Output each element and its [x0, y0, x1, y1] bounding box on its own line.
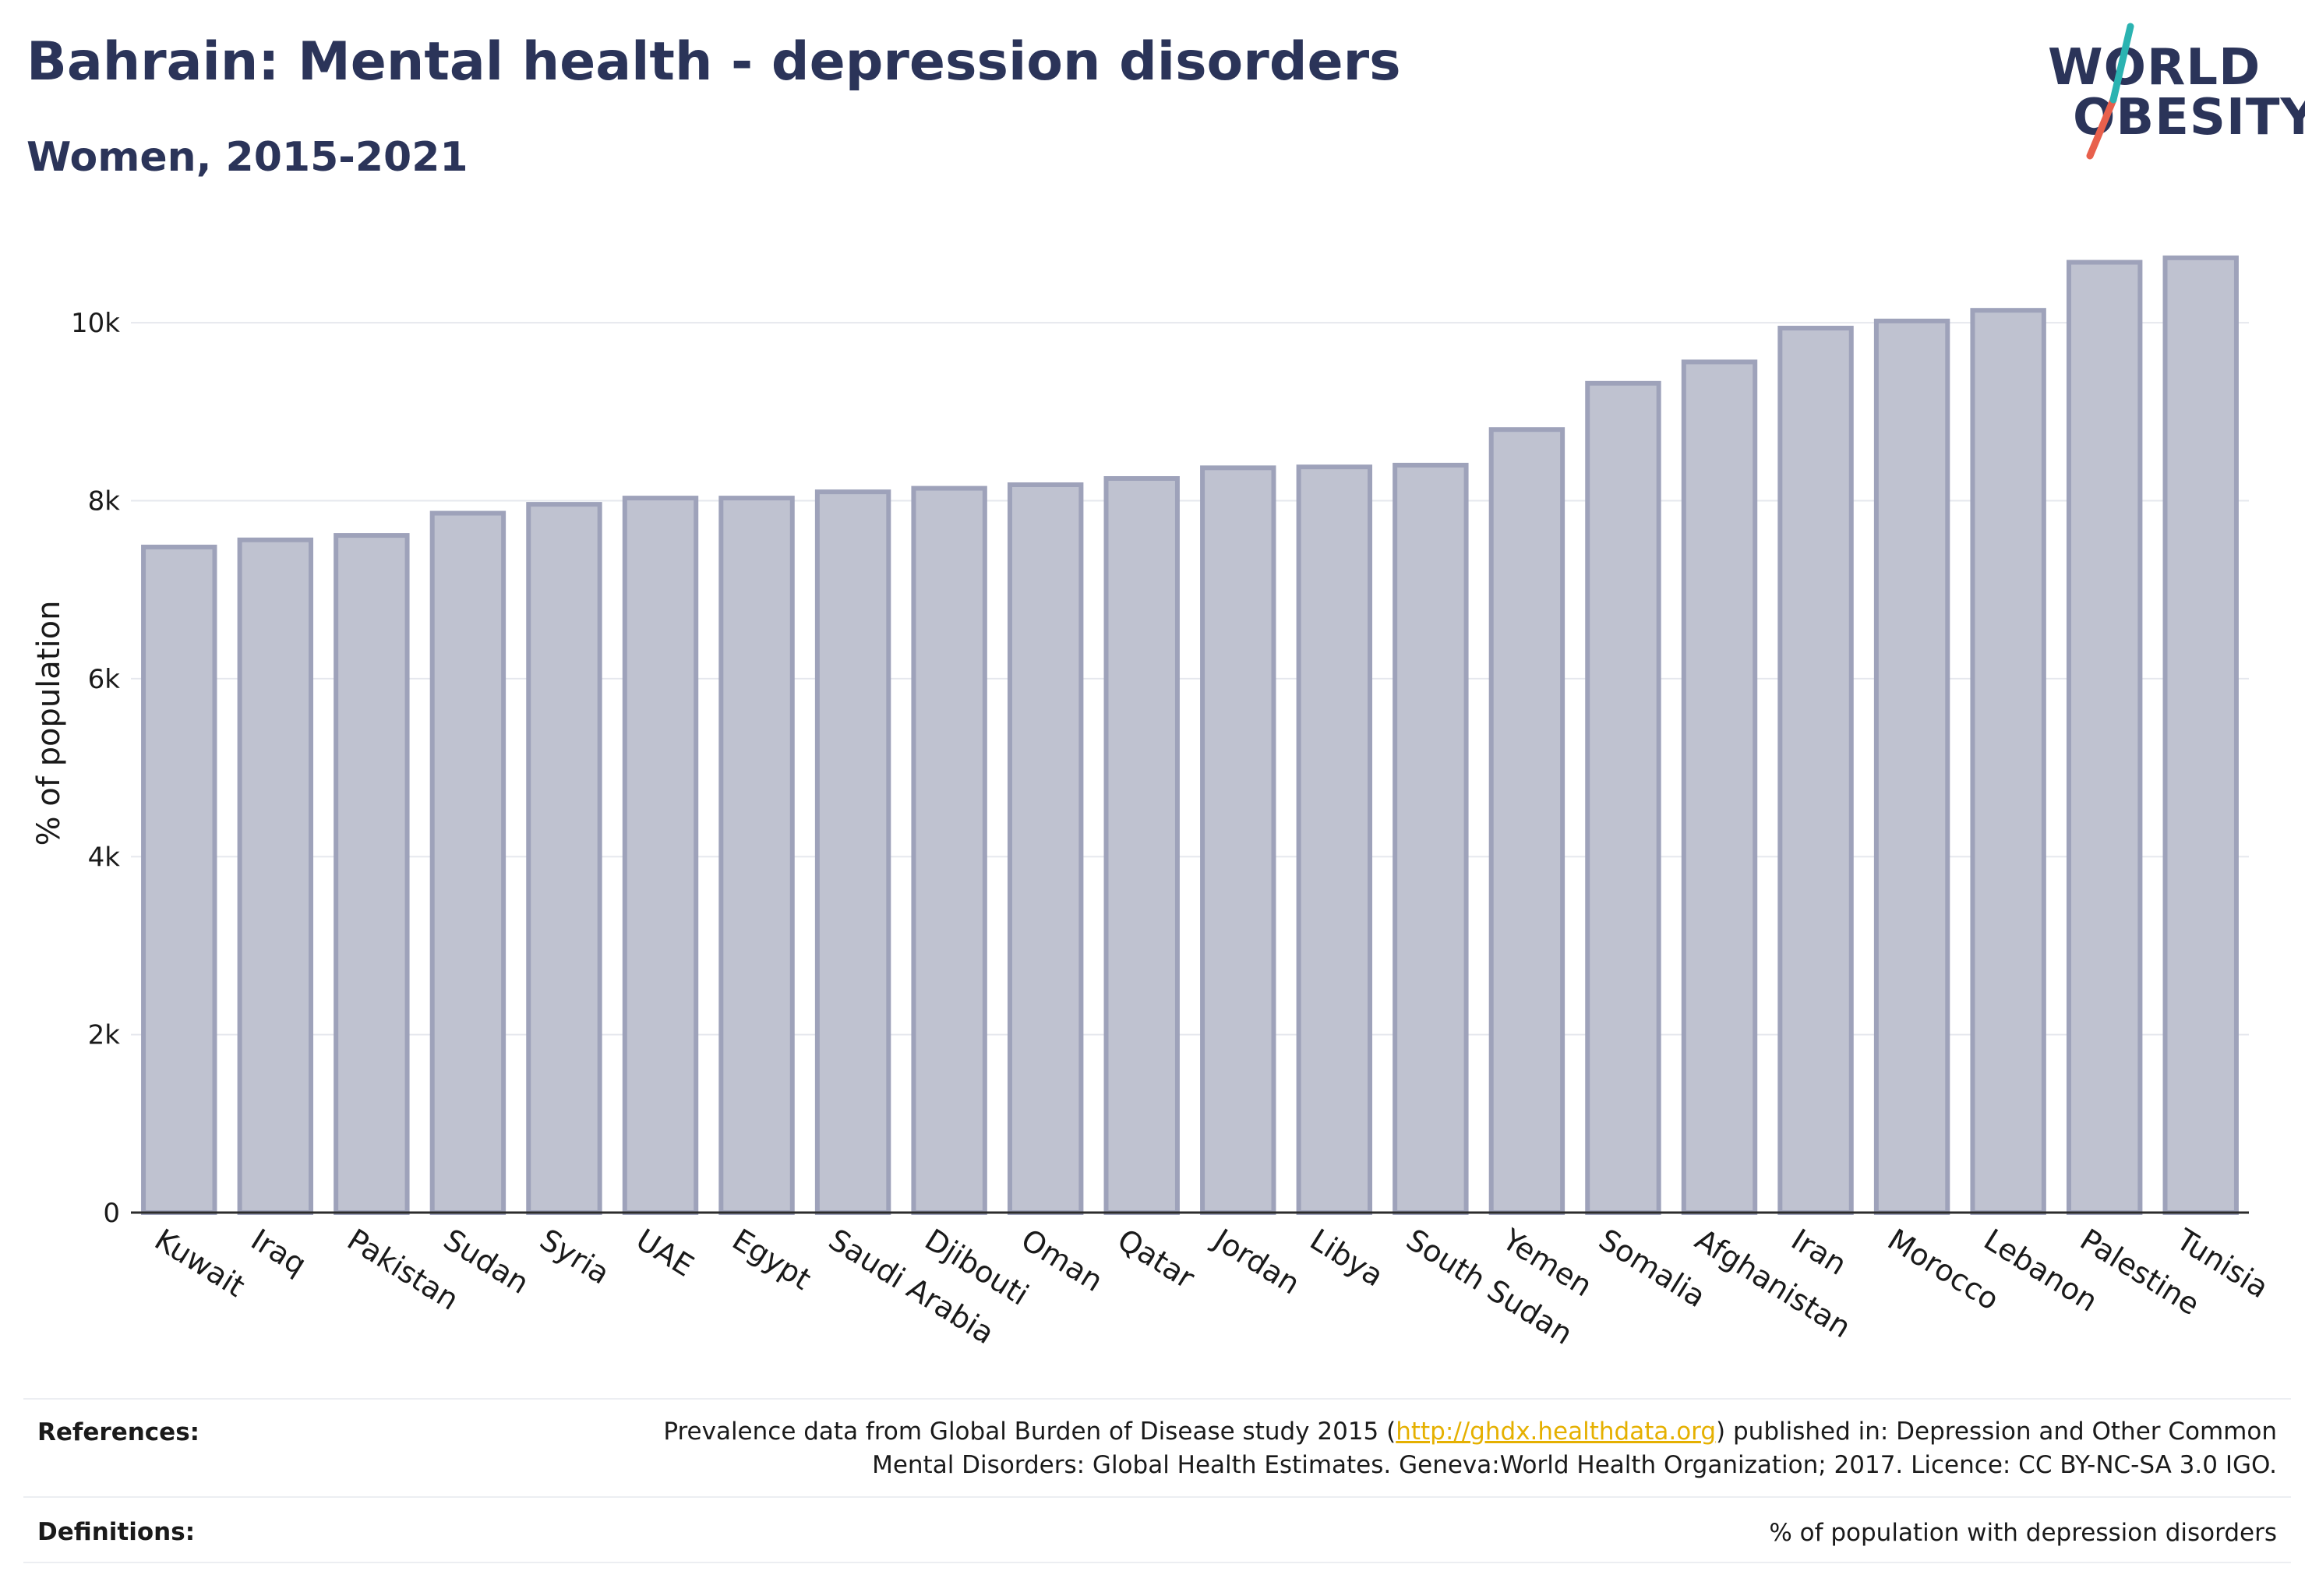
- references-line2: Mental Disorders: Global Health Estimate…: [872, 1451, 2277, 1479]
- bar-iran[interactable]: [1777, 326, 1854, 1216]
- bar-palestine[interactable]: [2066, 260, 2143, 1215]
- bar-pakistan[interactable]: [334, 533, 410, 1215]
- references-label: References:: [37, 1418, 200, 1446]
- footer-divider-middle: [23, 1496, 2291, 1498]
- bar-iraq[interactable]: [237, 537, 314, 1215]
- definitions-label: Definitions:: [37, 1518, 196, 1546]
- footer-divider-bottom: [23, 1562, 2291, 1563]
- bar-yemen[interactable]: [1488, 427, 1565, 1215]
- bar-djibouti[interactable]: [911, 486, 987, 1215]
- x-tick-label: Iran: [1785, 1222, 1852, 1282]
- x-tick-label: Egypt: [726, 1222, 817, 1296]
- bar-kuwait[interactable]: [141, 544, 217, 1216]
- y-tick-label: 2k: [88, 1020, 121, 1051]
- x-tick-label: Kuwait: [149, 1222, 251, 1304]
- logo-slash-icon: [2086, 23, 2134, 160]
- definitions-text: % of population with depression disorder…: [1769, 1519, 2277, 1547]
- x-tick-label: Qatar: [1111, 1222, 1200, 1295]
- references-line1: Prevalence data from Global Burden of Di…: [663, 1418, 2277, 1446]
- bar-oman[interactable]: [1007, 482, 1084, 1215]
- bar-uae[interactable]: [622, 496, 699, 1215]
- y-tick-labels: 0 2k 4k 6k 8k 10k: [71, 308, 120, 1229]
- references-link[interactable]: http://ghdx.healthdata.org: [1396, 1418, 1717, 1446]
- world-obesity-logo: WORLD OBESITY: [2042, 22, 2305, 162]
- bar-somalia[interactable]: [1585, 380, 1661, 1216]
- bar-libya[interactable]: [1296, 464, 1373, 1215]
- y-axis-label: % of population: [31, 601, 67, 846]
- x-tick-label: Jordan: [1206, 1221, 1306, 1301]
- y-tick-label: 8k: [88, 486, 121, 517]
- y-tick-label: 4k: [88, 842, 121, 873]
- bar-sudan[interactable]: [429, 510, 507, 1216]
- x-tick-label: Iraq: [245, 1222, 312, 1282]
- bar-south-sudan[interactable]: [1393, 462, 1469, 1215]
- footer-divider-top: [23, 1398, 2291, 1400]
- y-tick-label: 6k: [88, 664, 121, 695]
- x-tick-label: South Sudan: [1400, 1222, 1579, 1351]
- logo-line1: WORLD: [2048, 39, 2261, 97]
- chart-title: Bahrain: Mental health - depression diso…: [26, 31, 1401, 93]
- bar-morocco[interactable]: [1873, 318, 1950, 1215]
- bar-saudi-arabia[interactable]: [814, 489, 891, 1215]
- bars: [141, 255, 2239, 1216]
- x-tick-label: Somalia: [1593, 1222, 1711, 1314]
- x-tick-label: Saudi Arabia: [823, 1222, 1001, 1351]
- bar-lebanon[interactable]: [1970, 308, 2046, 1215]
- bar-tunisia[interactable]: [2162, 255, 2239, 1215]
- references-row: References: Prevalence data from Global …: [23, 1415, 2291, 1479]
- x-tick-label: Libya: [1304, 1222, 1389, 1293]
- x-tick-label: Syria: [534, 1222, 616, 1291]
- bar-syria[interactable]: [526, 502, 602, 1215]
- bar-egypt[interactable]: [718, 496, 795, 1215]
- chart-subtitle: Women, 2015-2021: [26, 134, 468, 181]
- bar-afghanistan[interactable]: [1681, 359, 1758, 1215]
- definitions-row: Definitions: % of population with depres…: [23, 1517, 2291, 1551]
- bar-qatar[interactable]: [1103, 476, 1180, 1215]
- y-tick-label: 0: [103, 1198, 120, 1229]
- bar-jordan[interactable]: [1200, 465, 1276, 1216]
- x-tick-label: UAE: [630, 1222, 700, 1284]
- references-text: Prevalence data from Global Burden of Di…: [663, 1415, 2277, 1482]
- y-tick-label: 10k: [71, 308, 120, 339]
